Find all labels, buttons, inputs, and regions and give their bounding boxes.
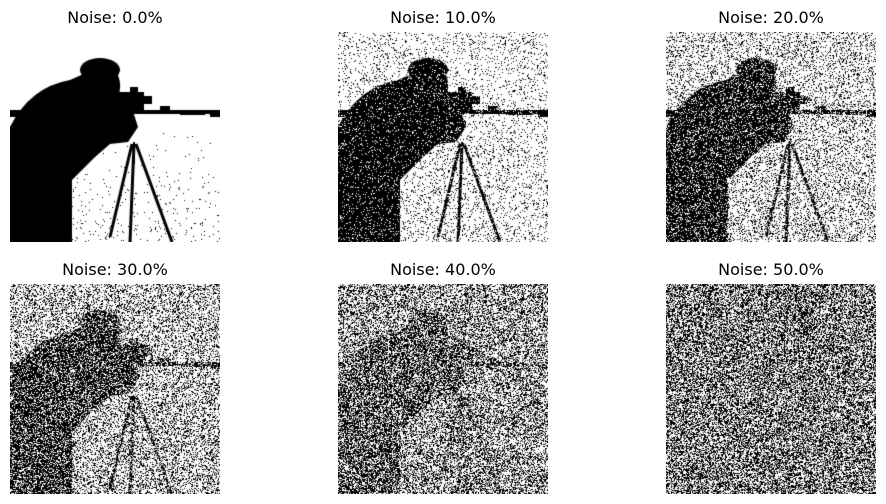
panel-title: Noise: 50.0% [718, 260, 824, 279]
noisy-image [666, 32, 876, 242]
noisy-image [666, 284, 876, 494]
noisy-image [10, 32, 220, 242]
noisy-image [338, 284, 548, 494]
noisy-image [338, 32, 548, 242]
panel-title: Noise: 40.0% [390, 260, 496, 279]
panel-title: Noise: 30.0% [62, 260, 168, 279]
panel-title: Noise: 0.0% [67, 8, 163, 27]
panel-title: Noise: 20.0% [718, 8, 824, 27]
noisy-image [10, 284, 220, 494]
panel-title: Noise: 10.0% [390, 8, 496, 27]
